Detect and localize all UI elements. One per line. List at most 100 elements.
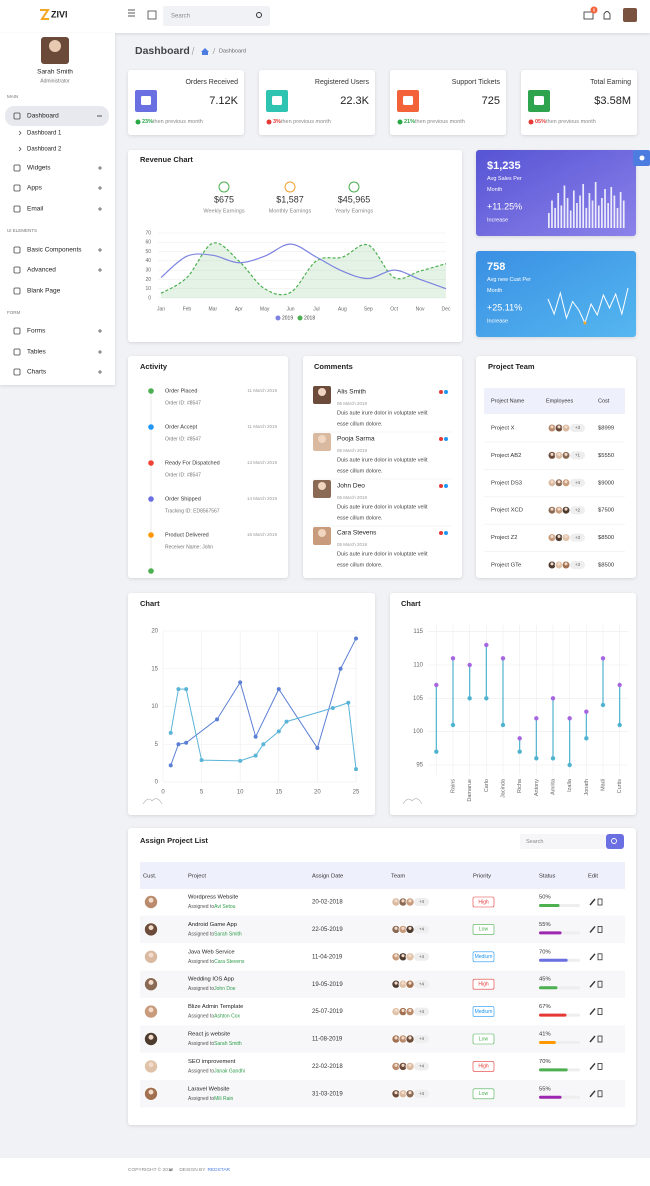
menu-item[interactable]: Apps — [27, 185, 43, 192]
label-part: then previous month — [415, 119, 465, 125]
line-series — [160, 242, 447, 296]
edit-icon[interactable] — [589, 953, 596, 961]
delete-icon[interactable] — [597, 926, 603, 933]
delete-icon[interactable] — [597, 1008, 603, 1015]
x-tick-label: May — [260, 306, 270, 312]
menu-item[interactable]: Tables — [27, 349, 47, 356]
delete-icon[interactable] — [597, 1035, 603, 1043]
comment-date: 05 March 2019 — [337, 401, 368, 406]
stat-title: Support Tickets — [452, 79, 501, 86]
search-icon — [611, 838, 617, 844]
trend-icon — [397, 119, 403, 125]
comment-icon — [439, 390, 443, 394]
submenu-item[interactable]: Dashboard 2 — [27, 147, 62, 153]
breadcrumb-item[interactable]: Dashboard — [219, 48, 246, 54]
column-header: Status — [539, 874, 556, 880]
low-point — [434, 749, 439, 754]
edit-icon[interactable] — [589, 1090, 596, 1098]
mail-icon[interactable] — [583, 11, 594, 20]
submenu-item[interactable]: Dashboard 1 — [27, 131, 62, 137]
edit-icon[interactable] — [589, 1035, 596, 1043]
point — [330, 706, 335, 711]
y-tick-label: 50 — [145, 249, 151, 255]
assigned-to: Assigned toMili Rain — [188, 1096, 234, 1102]
menu-item[interactable]: Forms — [27, 328, 46, 335]
label-part: Mili Rain — [214, 1096, 233, 1102]
summary-label: Yearly Earnings — [335, 208, 374, 214]
mail-badge-count: 6 — [593, 7, 596, 12]
search-box[interactable] — [163, 6, 270, 26]
menu-icon — [13, 112, 21, 120]
menu-item[interactable]: Advanced — [27, 267, 56, 274]
edit-icon[interactable] — [589, 925, 596, 933]
point — [338, 666, 343, 671]
stat-value: 7.12K — [209, 95, 238, 107]
menu-item[interactable]: Charts — [27, 369, 47, 376]
point — [276, 729, 281, 734]
extra-pill — [570, 561, 585, 569]
high-point — [434, 682, 439, 688]
point — [346, 700, 351, 705]
project-name: Project XCD — [491, 508, 523, 514]
search-button[interactable] — [606, 834, 624, 849]
activity-title: Order Shipped — [165, 496, 201, 502]
search-box[interactable] — [520, 834, 606, 849]
edit-icon[interactable] — [589, 980, 596, 988]
avatar-face — [550, 480, 554, 484]
comment-icon — [444, 437, 448, 441]
status-label: 45% — [539, 977, 551, 983]
x-tick-label: Jan — [157, 306, 165, 312]
x-tick-label: 0 — [161, 790, 165, 796]
avatar-face — [557, 562, 561, 566]
priority-label: High — [478, 899, 489, 905]
header-avatar[interactable] — [623, 8, 637, 22]
comment-avatar-face — [318, 435, 326, 443]
avatar-face — [401, 1008, 405, 1013]
extra-pill — [570, 533, 585, 542]
extra-count: +3 — [575, 535, 581, 540]
comment-icon — [439, 484, 443, 488]
spark-bar — [560, 205, 563, 228]
point — [184, 687, 189, 692]
status-label: 41% — [539, 1032, 551, 1038]
point — [238, 680, 243, 685]
avatar-face — [557, 535, 561, 539]
spark-bar — [579, 195, 581, 228]
menu-item[interactable]: Blank Page — [27, 288, 61, 295]
project-name: Project X — [491, 426, 515, 432]
chart-card — [390, 593, 636, 815]
card-title: Chart — [401, 599, 421, 608]
y-tick-label: 10 — [145, 286, 151, 292]
label-part: Assigned to — [188, 1096, 214, 1102]
assign-date: 19-05-2019 — [312, 982, 343, 988]
menu-item[interactable]: Email — [27, 206, 44, 213]
delete-icon[interactable] — [597, 1090, 603, 1098]
delete-icon[interactable] — [597, 1063, 603, 1070]
edit-icon[interactable] — [589, 898, 596, 906]
active-item-bg — [5, 106, 109, 126]
delete-icon[interactable] — [597, 953, 603, 961]
y-tick-label: 10 — [151, 704, 158, 710]
label-part: Assigned to — [188, 1041, 214, 1047]
menu-item[interactable]: Basic Components — [27, 247, 82, 254]
avatar-face — [408, 954, 412, 958]
comment-date: 05 March 2019 — [337, 495, 368, 500]
edit-icon[interactable] — [589, 1008, 596, 1016]
edit-icon[interactable] — [589, 1062, 596, 1070]
menu-item[interactable]: Dashboard — [27, 113, 59, 120]
point — [184, 740, 189, 745]
fullscreen-icon[interactable] — [147, 10, 157, 20]
progress-bar — [539, 904, 560, 907]
stat-card — [259, 70, 375, 135]
delete-icon[interactable] — [597, 980, 603, 988]
delete-icon[interactable] — [597, 898, 603, 906]
avatar-face — [394, 926, 398, 930]
menu-icon — [13, 348, 21, 356]
sales-label-line: Avg Sales Per — [487, 176, 522, 182]
stat-title: Total Earning — [590, 79, 631, 86]
menu-item[interactable]: Widgets — [27, 165, 51, 172]
stat-icon-glyph — [272, 96, 282, 105]
extra-count: +4 — [419, 927, 425, 932]
activity-title: Ready For Dispatched — [165, 460, 220, 466]
comment-text: Duis aute irure dolor in voluptate velit — [337, 410, 428, 416]
